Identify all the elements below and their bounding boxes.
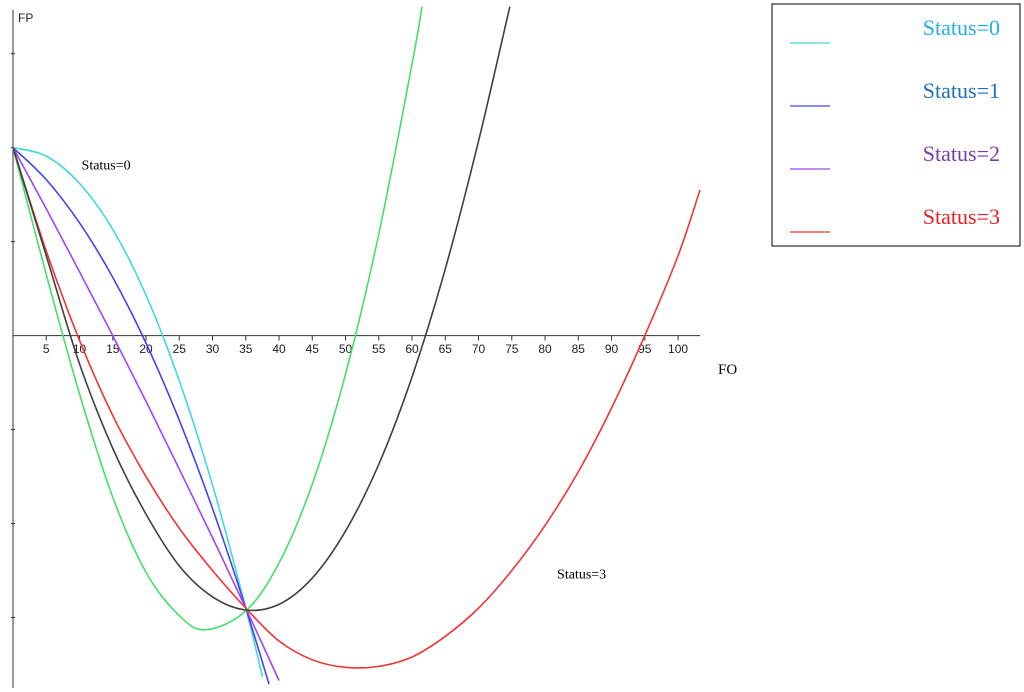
x-tick-label: 65 bbox=[439, 342, 453, 356]
x-tick-label: 50 bbox=[339, 342, 353, 356]
legend-label: Status=2 bbox=[923, 141, 1000, 166]
x-axis-title: FO bbox=[718, 362, 737, 378]
series-line bbox=[12, 147, 701, 669]
series-line bbox=[12, 6, 423, 631]
series-line bbox=[12, 147, 280, 681]
x-tick-label: 30 bbox=[206, 342, 220, 356]
y-axis-title: FP bbox=[18, 11, 33, 25]
x-tick-label: 45 bbox=[306, 342, 320, 356]
x-tick-label: 40 bbox=[272, 342, 286, 356]
x-tick-label: 80 bbox=[538, 342, 552, 356]
x-tick-label: 95 bbox=[638, 342, 652, 356]
x-tick-label: 70 bbox=[472, 342, 486, 356]
x-tick-label: 35 bbox=[239, 342, 253, 356]
x-tick-label: 25 bbox=[173, 342, 187, 356]
series-line bbox=[12, 146, 264, 677]
annotation: Status=0 bbox=[82, 159, 131, 174]
x-tick-label: 75 bbox=[505, 342, 519, 356]
x-tick-label: 100 bbox=[668, 342, 688, 356]
x-tick-label: 60 bbox=[405, 342, 419, 356]
legend-box bbox=[771, 3, 1021, 247]
x-tick-label: 85 bbox=[572, 342, 586, 356]
legend-label: Status=3 bbox=[923, 204, 1000, 229]
series-line bbox=[12, 147, 270, 685]
x-tick-label: 55 bbox=[372, 342, 386, 356]
x-tick-label: 5 bbox=[43, 342, 50, 356]
annotation: Status=3 bbox=[557, 567, 606, 582]
x-tick-label: 15 bbox=[106, 342, 120, 356]
series-line bbox=[12, 6, 511, 612]
legend-label: Status=0 bbox=[923, 15, 1000, 40]
legend-label: Status=1 bbox=[923, 78, 1000, 103]
x-tick-label: 90 bbox=[605, 342, 619, 356]
